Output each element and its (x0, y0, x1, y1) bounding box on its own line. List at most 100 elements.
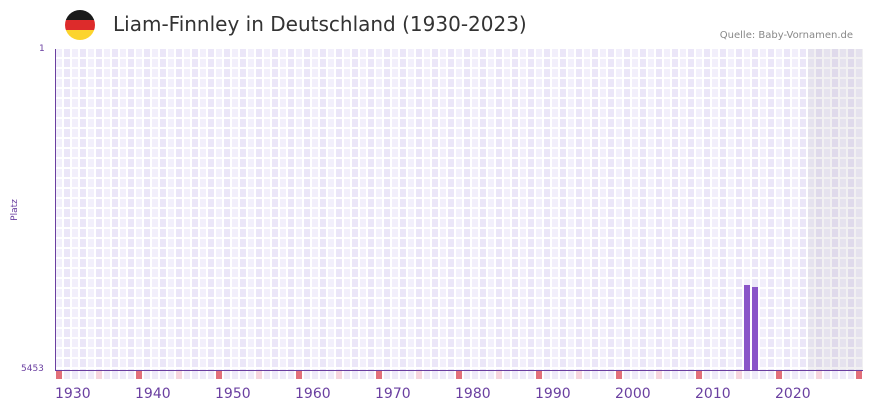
year-marker (176, 371, 182, 379)
year-marker (648, 371, 654, 379)
grid-column (408, 49, 414, 370)
year-marker (56, 371, 62, 379)
grid-column (856, 49, 862, 370)
x-tick-label: 1940 (135, 386, 171, 402)
year-marker (776, 371, 782, 379)
grid-column (608, 49, 614, 370)
grid-column (464, 49, 470, 370)
grid-column (296, 49, 302, 370)
grid-column (320, 49, 326, 370)
grid-column (528, 49, 534, 370)
year-marker (256, 371, 262, 379)
x-tick-label: 2020 (775, 386, 811, 402)
grid-column (560, 49, 566, 370)
year-marker (376, 371, 382, 379)
year-marker (728, 371, 734, 379)
chart-title: Liam-Finnley in Deutschland (1930-2023) (113, 12, 527, 36)
grid-column (392, 49, 398, 370)
grid-column (704, 49, 710, 370)
year-marker (576, 371, 582, 379)
year-marker (840, 371, 846, 379)
year-marker (552, 371, 558, 379)
year-marker (408, 371, 414, 379)
year-marker (624, 371, 630, 379)
x-axis-line (55, 370, 863, 371)
grid-column (448, 49, 454, 370)
grid-column (240, 49, 246, 370)
year-marker (536, 371, 542, 379)
year-marker (784, 371, 790, 379)
grid-column (312, 49, 318, 370)
year-marker (632, 371, 638, 379)
year-marker (528, 371, 534, 379)
year-marker (480, 371, 486, 379)
grid-column (112, 49, 118, 370)
y-axis-bottom-label: 5453 (21, 364, 44, 374)
year-marker (232, 371, 238, 379)
year-marker (496, 371, 502, 379)
grid-column (672, 49, 678, 370)
year-marker (240, 371, 246, 379)
year-marker (160, 371, 166, 379)
grid-column (736, 49, 742, 370)
grid-column (248, 49, 254, 370)
grid-column (744, 49, 750, 370)
grid-column (656, 49, 662, 370)
grid-column (288, 49, 294, 370)
grid-column (344, 49, 350, 370)
year-marker (720, 371, 726, 379)
year-marker (272, 371, 278, 379)
grid-column (456, 49, 462, 370)
grid-column (56, 49, 62, 370)
year-marker (120, 371, 126, 379)
grid-column (472, 49, 478, 370)
year-marker (208, 371, 214, 379)
year-marker (144, 371, 150, 379)
year-marker (192, 371, 198, 379)
grid-column (696, 49, 702, 370)
grid-column (232, 49, 238, 370)
grid-column (424, 49, 430, 370)
grid-column (184, 49, 190, 370)
grid-column (192, 49, 198, 370)
year-marker (656, 371, 662, 379)
year-marker (736, 371, 742, 379)
year-marker (504, 371, 510, 379)
bar-2017[interactable] (752, 287, 758, 370)
germany-flag-icon (65, 10, 95, 40)
year-marker (384, 371, 390, 379)
grid-column (792, 49, 798, 370)
grid-column (80, 49, 86, 370)
year-marker (432, 371, 438, 379)
year-marker (392, 371, 398, 379)
grid-column (136, 49, 142, 370)
year-marker (512, 371, 518, 379)
bar-2016[interactable] (744, 285, 750, 370)
year-marker (704, 371, 710, 379)
x-tick-label: 1950 (215, 386, 251, 402)
year-marker (464, 371, 470, 379)
grid-column (512, 49, 518, 370)
year-marker (584, 371, 590, 379)
grid-column (360, 49, 366, 370)
x-tick-label: 2010 (695, 386, 731, 402)
grid-column (96, 49, 102, 370)
grid-column (168, 49, 174, 370)
year-marker (416, 371, 422, 379)
year-marker (696, 371, 702, 379)
year-marker (616, 371, 622, 379)
grid-column (648, 49, 654, 370)
year-marker (640, 371, 646, 379)
y-axis-top-label: 1 (39, 44, 45, 54)
grid-column (544, 49, 550, 370)
year-marker (224, 371, 230, 379)
grid-column (384, 49, 390, 370)
flag-stripe-gold (65, 30, 95, 40)
year-marker (96, 371, 102, 379)
grid-column (520, 49, 526, 370)
source-credit: Quelle: Baby-Vornamen.de (719, 30, 853, 41)
grid-column (784, 49, 790, 370)
grid-column (272, 49, 278, 370)
grid-column (824, 49, 830, 370)
grid-column (816, 49, 822, 370)
